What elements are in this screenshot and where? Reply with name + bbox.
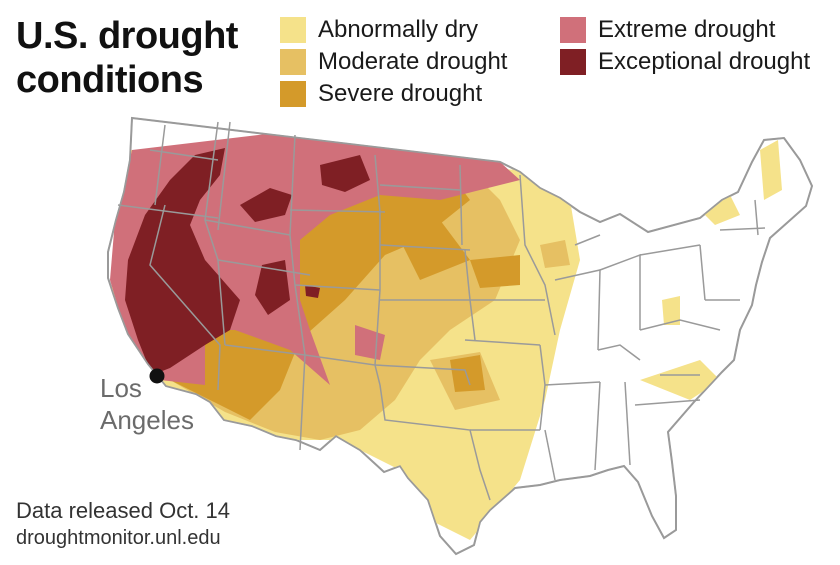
legend-column-1: Abnormally dry Moderate drought Severe d…	[280, 14, 507, 110]
legend-swatch-exceptional-drought	[560, 49, 586, 75]
los-angeles-marker	[149, 368, 165, 384]
legend-label-abnormally-dry: Abnormally dry	[318, 16, 479, 43]
city-label-line-1: Los	[100, 373, 142, 403]
legend-swatch-severe-drought	[280, 81, 306, 107]
legend-item-extreme-drought: Extreme drought	[560, 14, 810, 46]
map-title: U.S. drought conditions	[16, 14, 238, 102]
legend-item-abnormally-dry: Abnormally dry	[280, 14, 507, 46]
legend-swatch-abnormally-dry	[280, 17, 306, 43]
source-credit: Data released Oct. 14 droughtmonitor.unl…	[16, 497, 230, 551]
state-borders	[107, 117, 813, 555]
legend-swatch-moderate-drought	[280, 49, 306, 75]
legend-column-2: Extreme drought Exceptional drought	[560, 14, 810, 78]
legend-label-moderate-drought: Moderate drought	[318, 48, 508, 75]
title-line-1: U.S. drought	[16, 15, 238, 57]
exceptional-drought-areas	[125, 148, 370, 375]
legend-label-extreme-drought: Extreme drought	[598, 16, 776, 43]
city-label-los-angeles: Los Angeles	[100, 372, 194, 436]
title-line-2: conditions	[16, 59, 204, 101]
legend-item-exceptional-drought: Exceptional drought	[560, 46, 810, 78]
source-url: droughtmonitor.unl.edu	[16, 527, 221, 549]
legend-item-moderate-drought: Moderate drought	[280, 46, 507, 78]
legend-label-severe-drought: Severe drought	[318, 80, 483, 107]
city-label-line-2: Angeles	[100, 405, 194, 435]
legend-swatch-extreme-drought	[560, 17, 586, 43]
legend-item-severe-drought: Severe drought	[280, 78, 507, 110]
legend-label-exceptional-drought: Exceptional drought	[598, 48, 811, 75]
data-release-date: Data released Oct. 14	[16, 498, 231, 523]
